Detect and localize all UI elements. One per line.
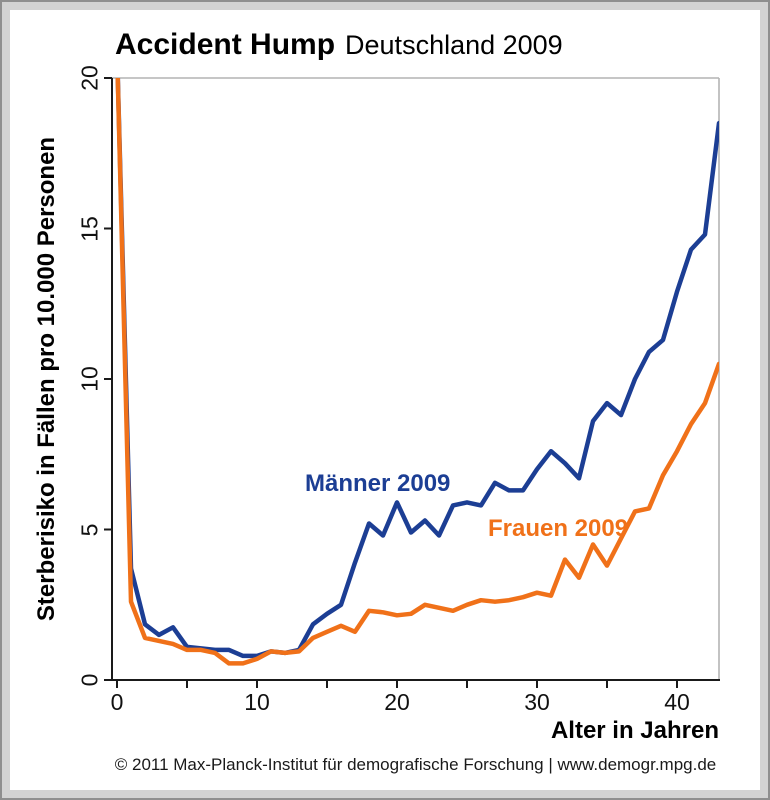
series-line-frauen [115,78,719,666]
series-line-maenner [115,78,719,659]
x-tick-label: 20 [384,689,410,715]
x-tick-label: 10 [244,689,270,715]
series-label-frauen: Frauen 2009 [488,515,629,542]
y-tick-label: 20 [76,65,103,91]
y-tick-label: 15 [76,215,103,242]
y-axis-title: Sterberisiko in Fällen pro 10.000 Person… [33,136,60,622]
chart-title-sub: Deutschland 2009 [345,30,563,60]
chart-title-main: Accident Hump [115,28,336,61]
x-tick-label: 40 [664,689,690,715]
plot-area [104,77,720,688]
x-axis-title: Alter in Jahren [550,717,719,744]
series-label-maenner: Männer 2009 [305,470,451,497]
chart-title: Accident Hump Deutschland 2009 [115,28,563,62]
x-tick-label: 30 [524,689,550,715]
y-tick-label: 5 [76,523,103,536]
y-tick-label: 10 [76,366,103,392]
x-tick-label: 0 [110,689,124,715]
figure-canvas: Accident Hump Deutschland 2009 Sterberisi… [10,10,760,790]
y-tick-label: 0 [76,673,103,687]
copyright-footer: © 2011 Max-Planck-Institut für demografi… [114,755,717,774]
